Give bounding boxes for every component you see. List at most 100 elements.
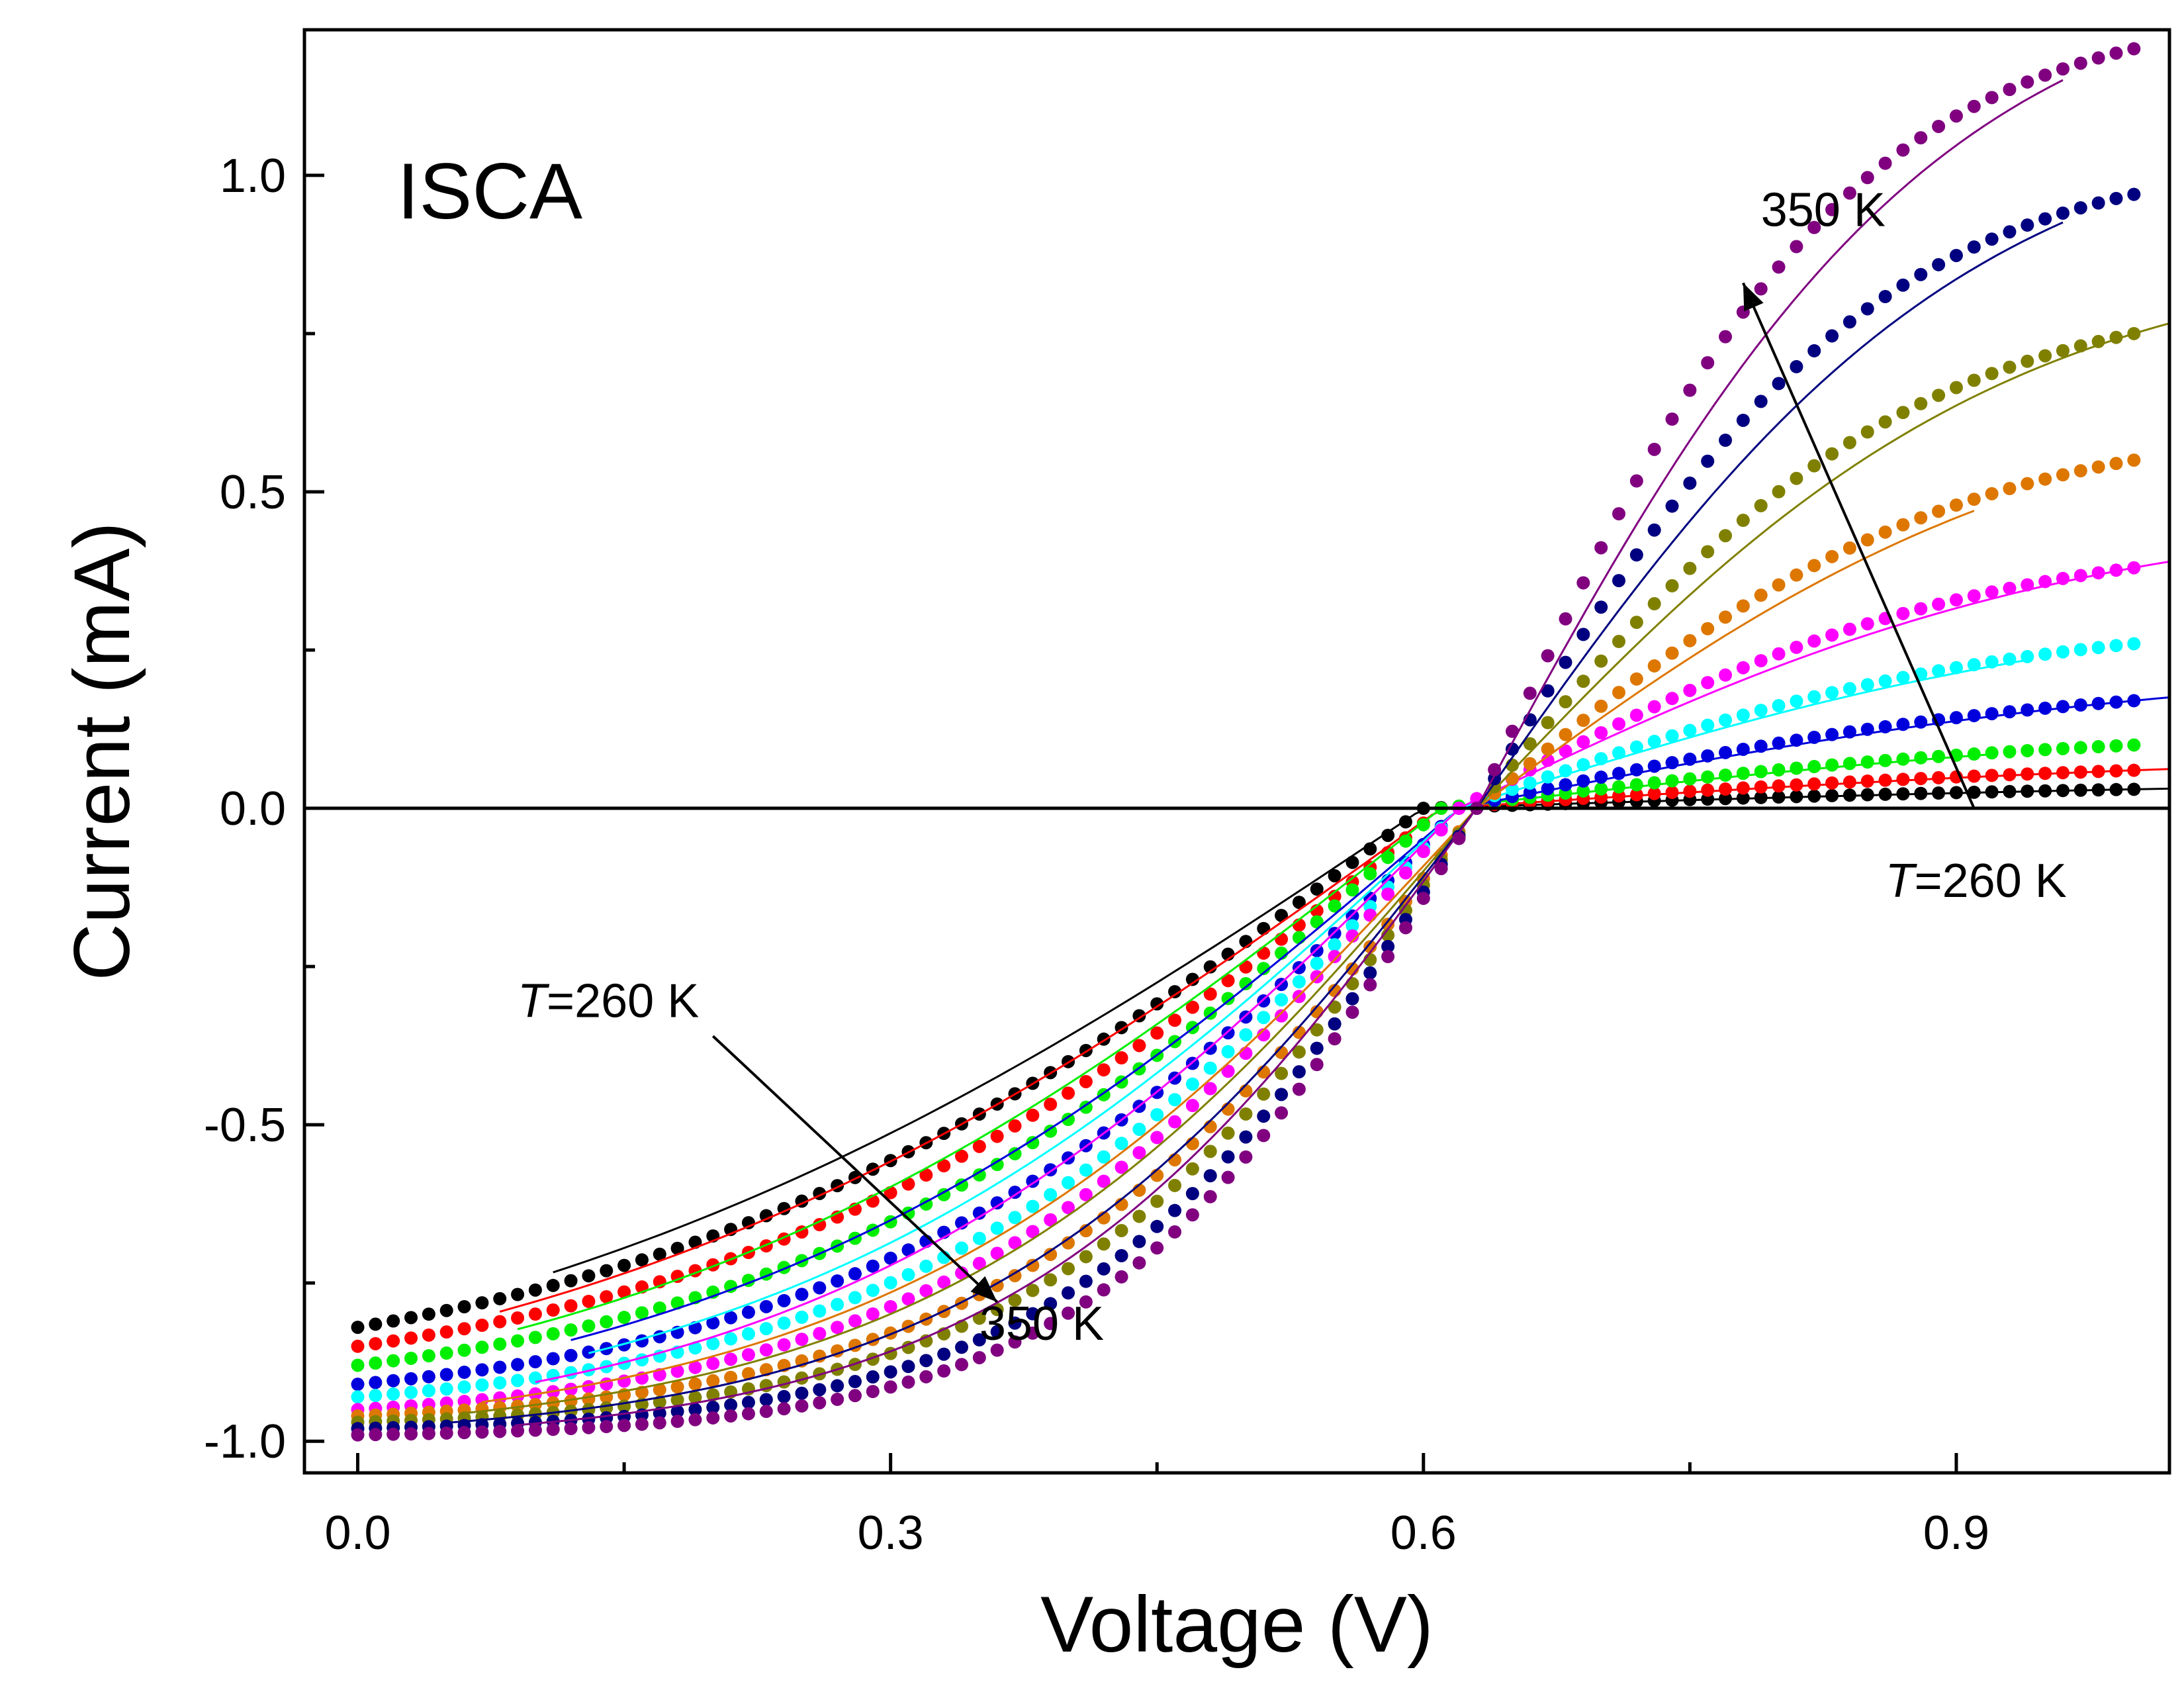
- data-point: [564, 1299, 578, 1313]
- data-point: [919, 1168, 933, 1182]
- data-point: [1257, 962, 1271, 976]
- data-point: [600, 1377, 614, 1391]
- data-point: [1914, 131, 1928, 145]
- data-point: [706, 1336, 720, 1350]
- data-point: [1825, 686, 1839, 700]
- data-point: [2073, 569, 2087, 583]
- data-point: [1825, 549, 1839, 563]
- data-point: [919, 1259, 933, 1273]
- data-point: [866, 1259, 880, 1273]
- data-point: [2003, 482, 2017, 496]
- data-point: [1790, 568, 1803, 582]
- data-point: [1062, 1201, 1075, 1215]
- data-point: [1772, 699, 1786, 713]
- data-point: [1168, 1225, 1182, 1239]
- data-point: [422, 1349, 435, 1363]
- data-point: [1701, 676, 1715, 690]
- data-point: [1878, 753, 1892, 767]
- data-point: [2073, 464, 2087, 478]
- data-point: [1701, 622, 1715, 635]
- data-point: [1807, 459, 1821, 473]
- y-axis-title: Current (mA): [58, 522, 146, 980]
- data-point: [990, 1343, 1004, 1357]
- data-point: [1416, 818, 1430, 831]
- data-point: [617, 1285, 631, 1299]
- data-point: [1062, 1286, 1075, 1300]
- data-point: [1754, 780, 1768, 794]
- data-point: [582, 1403, 596, 1417]
- data-point: [1168, 1115, 1182, 1129]
- temperature-annotation: T=260 K: [518, 975, 699, 1028]
- data-point: [1825, 329, 1839, 343]
- data-point: [2056, 700, 2070, 714]
- data-point: [777, 1389, 791, 1403]
- data-point: [1150, 1241, 1164, 1255]
- data-point: [670, 1405, 684, 1419]
- data-point: [1275, 1066, 1289, 1080]
- data-point: [901, 1292, 915, 1306]
- data-point: [2038, 212, 2052, 226]
- data-point: [972, 1168, 986, 1182]
- data-point: [1594, 726, 1608, 739]
- data-point: [1629, 616, 1643, 630]
- data-point: [990, 1303, 1004, 1317]
- data-point: [1434, 823, 1448, 837]
- data-point: [1026, 1258, 1040, 1272]
- data-point: [369, 1317, 383, 1331]
- data-point: [1097, 1262, 1111, 1276]
- data-point: [1239, 1047, 1253, 1060]
- data-point: [1062, 1306, 1075, 1320]
- data-point: [2003, 360, 2017, 374]
- data-point: [1719, 610, 1733, 624]
- data-point: [387, 1387, 400, 1401]
- data-point: [1079, 1188, 1093, 1201]
- data-point: [1062, 1176, 1075, 1190]
- fit-line: [482, 510, 1975, 1403]
- data-point: [724, 1311, 738, 1325]
- data-point: [866, 1307, 880, 1321]
- data-point: [1860, 425, 1874, 439]
- data-point: [1257, 1028, 1271, 1042]
- data-point: [1257, 1087, 1271, 1101]
- data-point: [2021, 477, 2034, 491]
- data-point: [2056, 645, 2070, 659]
- data-point: [901, 1177, 915, 1191]
- data-point: [884, 1299, 897, 1313]
- data-point: [1860, 678, 1874, 692]
- data-point: [1310, 957, 1324, 970]
- data-point: [2073, 201, 2087, 214]
- data-point: [635, 1417, 649, 1431]
- data-point: [546, 1423, 560, 1436]
- data-point: [351, 1321, 365, 1335]
- data-point: [564, 1274, 578, 1288]
- data-point: [1985, 367, 1999, 381]
- data-point: [777, 1338, 791, 1352]
- data-point: [1843, 757, 1856, 771]
- data-point: [1310, 1023, 1324, 1037]
- data-point: [1878, 290, 1892, 304]
- data-point: [582, 1319, 596, 1333]
- data-point: [1576, 714, 1590, 727]
- data-point: [1185, 1208, 1199, 1222]
- data-point: [1132, 1146, 1146, 1160]
- data-point: [1203, 987, 1217, 1001]
- data-point: [1079, 1295, 1093, 1309]
- data-point: [1168, 1093, 1182, 1107]
- data-point: [1168, 985, 1182, 999]
- data-point: [919, 1370, 933, 1383]
- data-point: [1328, 950, 1342, 964]
- data-point: [1008, 1186, 1022, 1199]
- annotations-layer: 350 K T=260 K T=260 K 350 K: [518, 183, 2067, 1350]
- data-point: [1185, 1099, 1199, 1113]
- data-point: [1132, 1256, 1146, 1270]
- data-point: [653, 1416, 666, 1430]
- data-point: [475, 1393, 489, 1407]
- data-point: [528, 1307, 542, 1321]
- data-point: [1629, 474, 1643, 488]
- data-point: [1790, 640, 1803, 654]
- data-point: [848, 1267, 862, 1281]
- fit-line: [535, 560, 2169, 1383]
- data-point: [2038, 472, 2052, 486]
- data-point: [1860, 774, 1874, 788]
- data-point: [866, 1370, 880, 1384]
